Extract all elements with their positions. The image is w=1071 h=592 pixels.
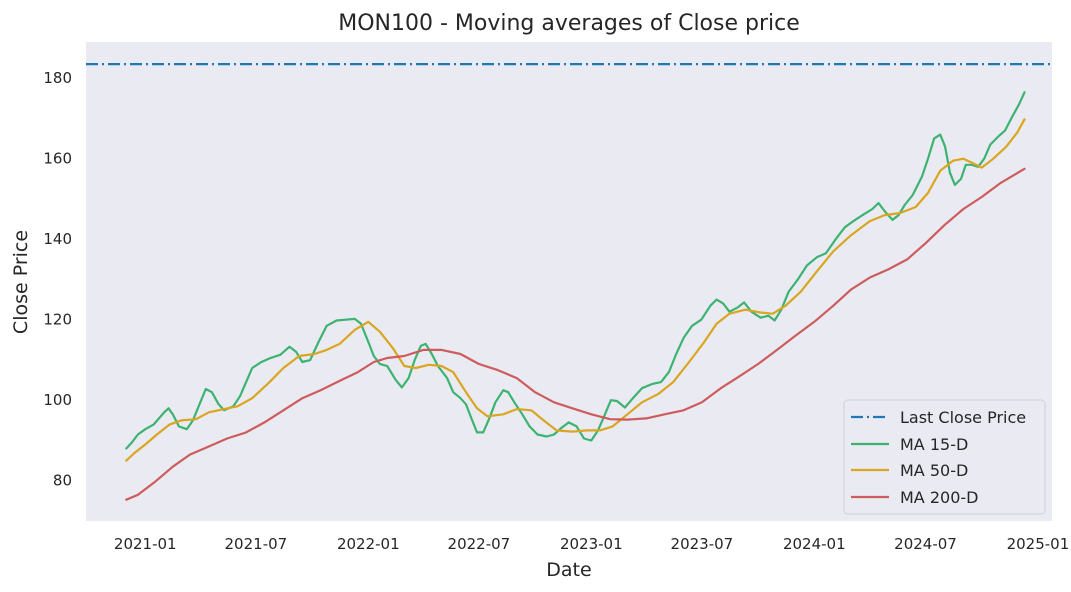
x-axis-label: Date [546,559,591,581]
x-tick-label: 2022-07 [448,535,511,553]
y-tick-label: 120 [43,311,72,329]
x-tick-label: 2021-01 [114,535,177,553]
x-tick-label: 2023-07 [671,535,734,553]
y-tick-label: 80 [53,472,72,490]
y-tick-label: 100 [43,391,72,409]
legend-box [843,399,1046,515]
x-tick-label: 2023-01 [560,535,623,553]
y-tick-label: 160 [43,150,72,168]
legend-label-ma-15: MA 15-D [900,435,968,454]
x-tick-label: 2025-01 [1007,535,1070,553]
legend-label-ma-50: MA 50-D [900,461,968,480]
legend-label-last-close: Last Close Price [900,408,1026,427]
legend-label-ma-200: MA 200-D [900,488,978,507]
series-line-ma-50-d [125,118,1026,462]
lines-layer [86,63,1052,501]
y-axis-label: Close Price [10,230,32,334]
y-axis-ticks: 80 100 120 140 160 180 [43,69,72,490]
x-axis-ticks: 2021-01 2021-07 2022-01 2022-07 2023-01 2023-… [114,535,1069,553]
series-line-ma-200-d [125,167,1026,501]
x-tick-label: 2022-01 [337,535,400,553]
y-tick-label: 180 [43,69,72,87]
x-tick-label: 2024-01 [783,535,846,553]
x-tick-label: 2021-07 [225,535,288,553]
chart-title: MON100 - Moving averages of Close price [338,11,800,36]
series-line-ma-15-d [125,91,1026,450]
legend: Last Close Price MA 15-D MA 50-D MA 200-… [843,399,1046,515]
y-tick-label: 140 [43,230,72,248]
x-tick-label: 2024-07 [894,535,957,553]
